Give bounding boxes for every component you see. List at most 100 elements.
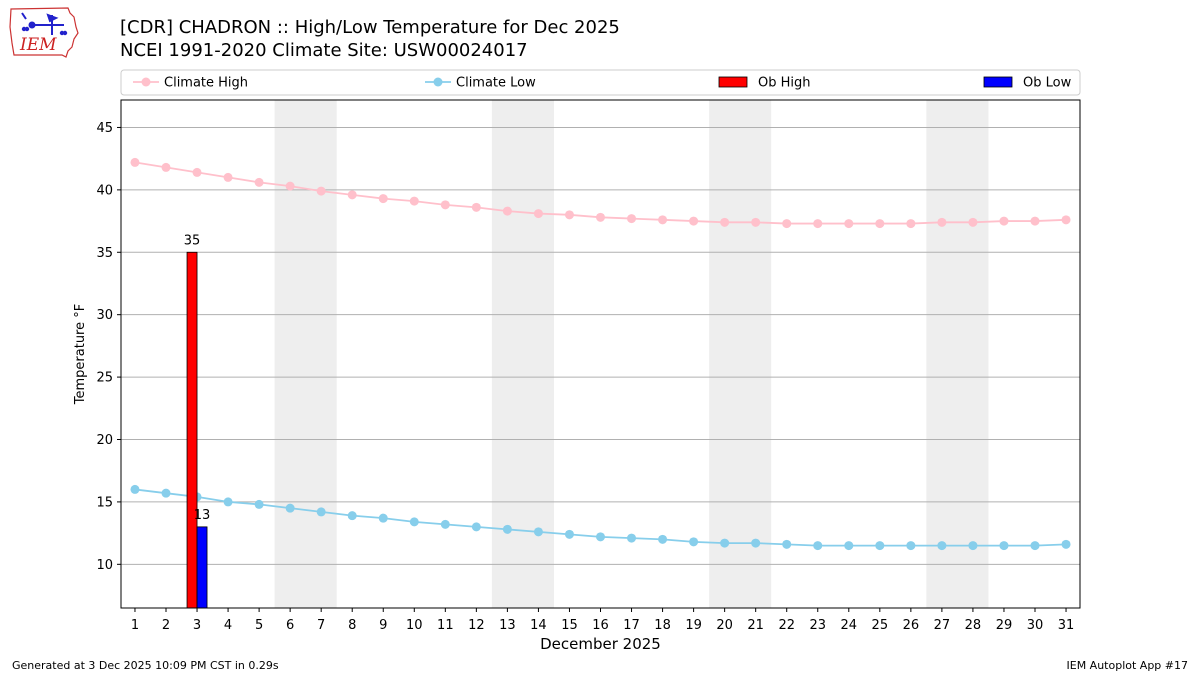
x-tick-label: 29 [996,618,1013,633]
climate-low-point [564,529,574,539]
climate-high-point [502,206,512,216]
climate-low-point [813,541,823,551]
plot-frame [120,99,1081,609]
climate-high-point [440,200,450,210]
x-tick-label: 6 [286,618,294,633]
climate-low-point [378,513,388,523]
x-tick-label: 14 [530,618,547,633]
climate-high-point [223,172,233,182]
climate-low-point [130,484,140,494]
app-credit: IEM Autoplot App #17 [1066,659,1189,672]
ob-high-label: 35 [184,233,201,248]
climate-low-point [223,497,233,507]
x-tick-label: 26 [903,618,920,633]
x-tick-label: 20 [716,618,733,633]
x-tick-label: 31 [1058,618,1075,633]
climate-high-point [564,210,574,220]
x-tick-label: 3 [193,618,201,633]
climate-low-point [347,511,357,521]
generated-timestamp: Generated at 3 Dec 2025 10:09 PM CST in … [12,659,279,672]
climate-low-point [285,503,295,513]
climate-low-point [1030,541,1040,551]
climate-high-point [130,157,140,167]
climate-high-point [596,212,605,222]
climate-high-point [720,217,730,227]
climate-low-point [751,538,761,548]
climate-high-point [937,217,947,227]
x-tick-label: 1 [131,618,139,633]
legend-marker [433,77,443,87]
x-tick-label: 13 [499,618,516,633]
iem-logo: IEM [9,7,79,58]
y-tick-label: 10 [96,558,113,573]
y-tick-label: 30 [96,308,113,323]
climate-high-point [161,162,171,172]
climate-high-point [1061,215,1071,225]
climate-high-point [999,216,1009,226]
climate-high-point [658,215,668,225]
climate-low-point [533,527,543,537]
climate-low-point [627,533,637,543]
x-tick-label: 27 [934,618,951,633]
climate-low-point [844,541,854,551]
x-axis-label: December 2025 [540,635,661,653]
climate-high-point [813,219,823,229]
climate-low-point [937,541,947,551]
climate-high-point [533,209,543,219]
climate-low-point [875,541,885,551]
climate-high-point [347,190,357,200]
climate-high-point [316,186,326,196]
climate-high-point [471,202,481,212]
weekend-band [274,100,337,608]
climate-low-point [409,517,419,527]
x-tick-label: 23 [809,618,826,633]
x-tick-label: 22 [778,618,795,633]
x-tick-label: 11 [437,618,454,633]
y-tick-label: 40 [96,183,113,198]
ob-low-label: 13 [194,508,211,523]
climate-low-point [658,534,668,544]
climate-high-point [968,217,978,227]
legend-label: Climate Low [456,76,536,91]
chart-subtitle: NCEI 1991-2020 Climate Site: USW00024017 [120,40,528,61]
x-tick-label: 25 [872,618,889,633]
climate-high-point [844,219,854,229]
climate-low-point [968,541,978,551]
x-tick-label: 7 [317,618,325,633]
climate-low-point [440,519,450,529]
climate-high-point [782,219,792,229]
ob-low-bar [196,526,208,609]
x-tick-label: 19 [685,618,702,633]
climate-low-point [782,539,792,549]
climate-low-point [161,488,171,498]
weekend-band [709,100,772,608]
climate-low-point [720,538,730,548]
y-tick-label: 20 [96,433,113,448]
legend-marker [141,77,151,87]
climate-high-point [285,181,295,191]
climate-high-point [192,167,202,177]
x-tick-label: 15 [561,618,578,633]
climate-low-point [906,541,916,551]
x-tick-label: 17 [623,618,640,633]
climate-high-point [689,216,699,226]
climate-high-point [409,196,419,206]
x-tick-label: 2 [162,618,170,633]
logo-text: IEM [19,35,57,55]
weekend-band [926,100,989,608]
climate-low-point [316,507,326,517]
climate-low-point [254,499,264,509]
climate-high-point [875,219,885,229]
x-tick-label: 8 [348,618,356,633]
legend-bar-swatch [983,76,1013,88]
legend-label: Climate High [164,76,248,91]
iowa-outline [9,7,79,58]
y-tick-label: 35 [96,246,113,261]
legend-bar-swatch [718,76,748,88]
climate-high-point [751,217,761,227]
x-tick-label: 30 [1027,618,1044,633]
weather-station-icon [21,12,68,36]
x-tick-label: 4 [224,618,232,633]
x-tick-label: 24 [841,618,858,633]
